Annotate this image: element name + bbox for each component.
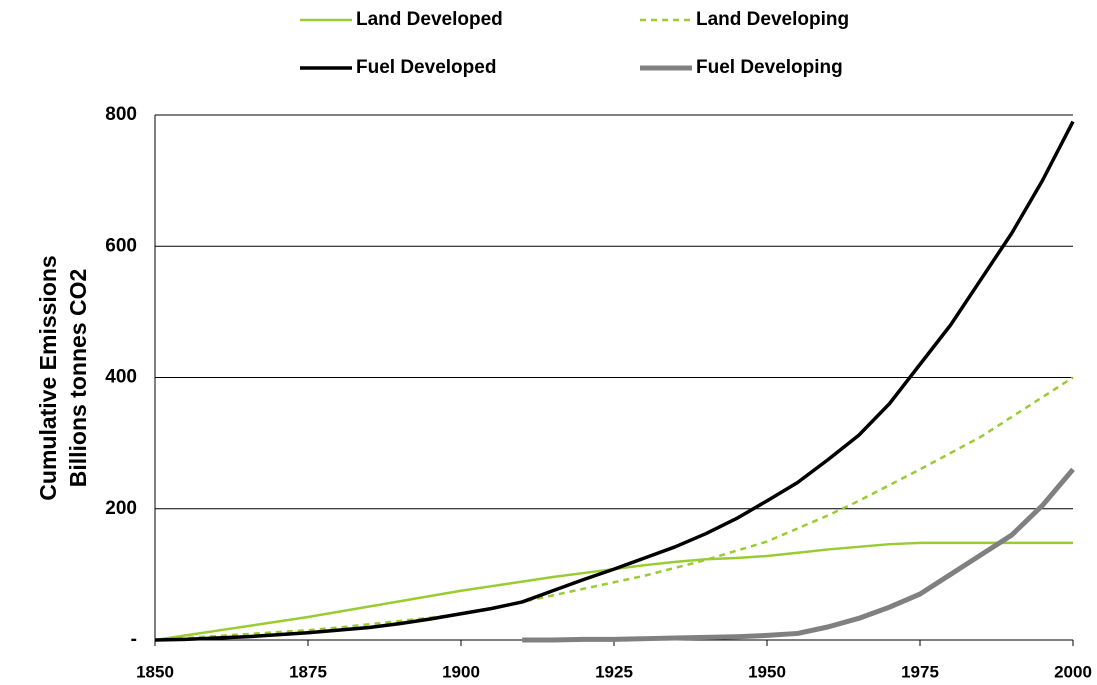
x-tick-label: 1975	[901, 662, 939, 681]
x-tick-label: 1925	[595, 662, 633, 681]
legend-label: Fuel Developing	[696, 57, 843, 78]
y-tick-label: -	[131, 629, 137, 650]
series-line	[154, 376, 1074, 642]
y-tick-label: 800	[105, 104, 137, 125]
legend-label: Land Developing	[696, 9, 849, 30]
series-line	[154, 120, 1075, 642]
x-tick-label: 2000	[1054, 662, 1092, 681]
series-line	[522, 467, 1075, 643]
y-tick-label: 400	[105, 367, 137, 388]
y-tick-label: 200	[105, 498, 137, 519]
legend-label: Fuel Developed	[356, 57, 496, 78]
series-line	[154, 541, 1073, 642]
y-axis-label: Billions tonnes CO2	[65, 269, 91, 488]
y-axis-label: Cumulative Emissions	[35, 255, 61, 500]
x-tick-label: 1875	[289, 662, 327, 681]
y-tick-label: 600	[105, 235, 137, 256]
x-tick-label: 1900	[442, 662, 480, 681]
x-tick-label: 1850	[136, 662, 174, 681]
legend-label: Land Developed	[356, 9, 503, 30]
x-tick-label: 1950	[748, 662, 786, 681]
